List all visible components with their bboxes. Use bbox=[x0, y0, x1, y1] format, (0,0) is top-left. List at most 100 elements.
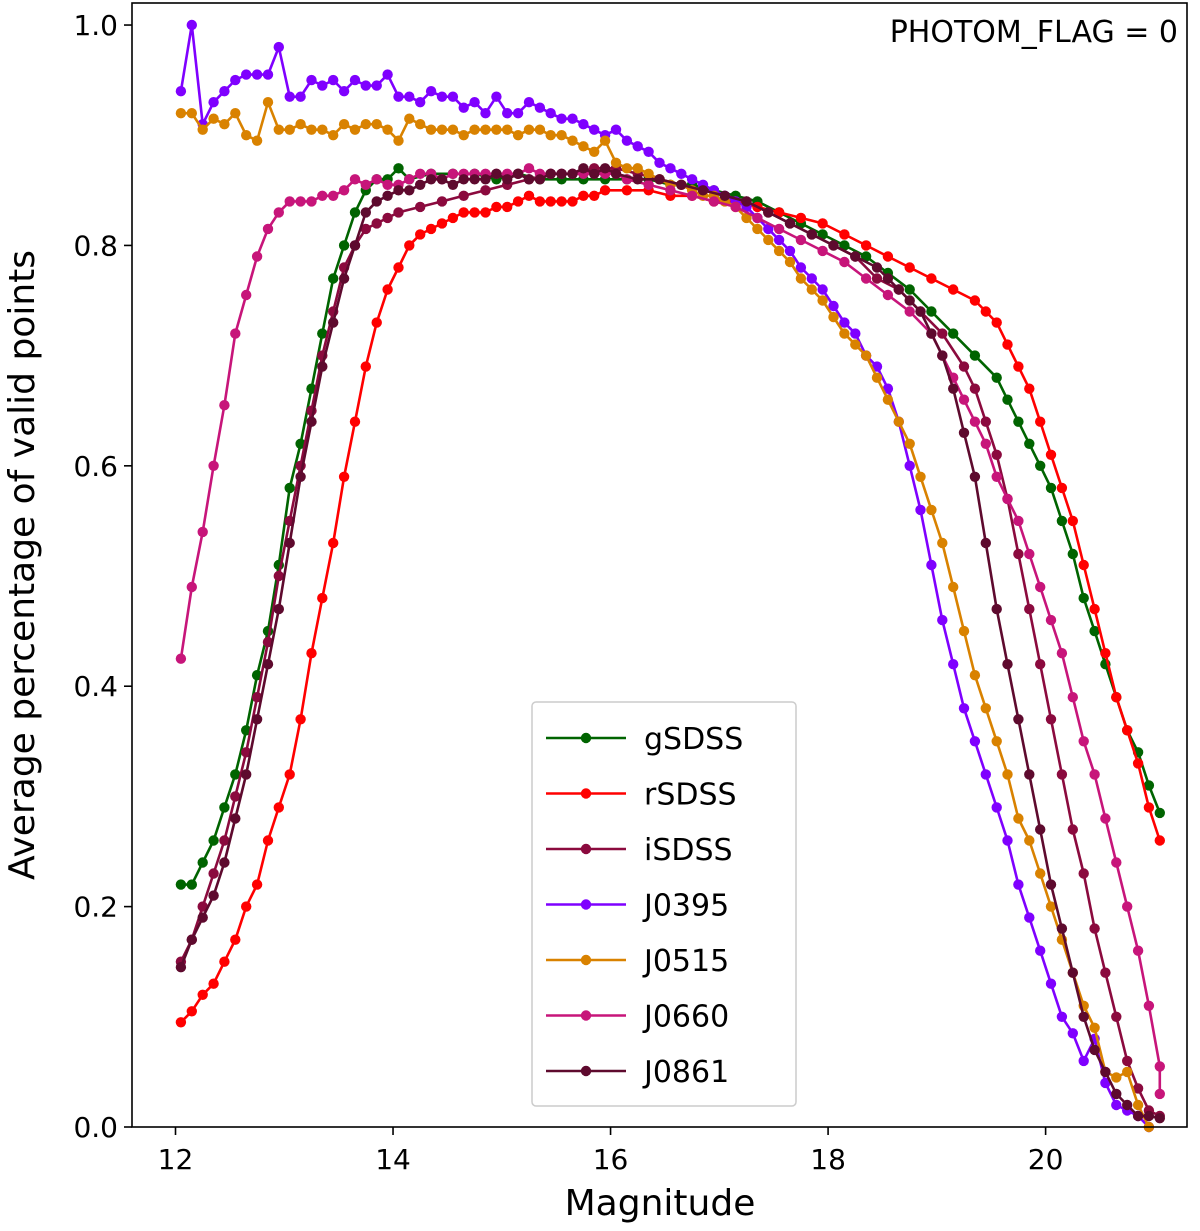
data-point-j0861 bbox=[447, 179, 459, 190]
data-point-isdss bbox=[480, 185, 491, 196]
data-point-j0395 bbox=[458, 102, 469, 113]
data-point-j0395 bbox=[425, 86, 437, 97]
data-point-j0660 bbox=[1002, 493, 1013, 505]
data-point-j0395 bbox=[360, 80, 371, 91]
data-point-j0515 bbox=[328, 130, 339, 141]
legend-marker bbox=[580, 1010, 592, 1021]
data-point-isdss bbox=[1045, 714, 1057, 725]
data-point-rsdss bbox=[926, 273, 937, 284]
data-point-j0515 bbox=[556, 130, 567, 141]
data-point-gsdss bbox=[317, 328, 328, 339]
data-point-j0861 bbox=[763, 207, 774, 218]
data-point-j0515 bbox=[806, 284, 817, 295]
data-point-j0861 bbox=[306, 416, 317, 427]
x-tick-label: 18 bbox=[810, 1143, 846, 1176]
data-point-j0660 bbox=[773, 223, 785, 235]
data-point-j0861 bbox=[784, 218, 796, 229]
data-point-rsdss bbox=[404, 240, 415, 251]
x-axis-label: Magnitude bbox=[565, 1183, 756, 1224]
data-point-j0861 bbox=[491, 168, 502, 179]
data-point-j0515 bbox=[349, 124, 361, 135]
y-tick-label: 0.8 bbox=[73, 229, 118, 262]
data-point-rsdss bbox=[1089, 603, 1100, 615]
data-point-rsdss bbox=[328, 537, 339, 549]
data-point-gsdss bbox=[991, 372, 1002, 383]
data-point-j0660 bbox=[306, 196, 317, 207]
data-point-j0395 bbox=[382, 69, 393, 80]
data-point-j0395 bbox=[219, 86, 230, 97]
data-point-j0660 bbox=[284, 196, 295, 207]
data-point-j0395 bbox=[839, 317, 850, 328]
data-point-gsdss bbox=[338, 240, 350, 251]
data-point-j0395 bbox=[991, 802, 1002, 813]
data-point-j0395 bbox=[969, 736, 981, 747]
data-point-j0515 bbox=[317, 124, 328, 135]
data-point-rsdss bbox=[1013, 361, 1024, 372]
data-point-j0395 bbox=[469, 97, 480, 108]
data-point-j0861 bbox=[338, 273, 350, 284]
data-point-rsdss bbox=[523, 190, 535, 201]
data-point-gsdss bbox=[948, 328, 959, 339]
data-point-j0395 bbox=[534, 102, 546, 113]
data-point-isdss bbox=[1067, 824, 1079, 835]
data-point-j0660 bbox=[904, 306, 915, 317]
data-point-j0515 bbox=[208, 113, 219, 124]
data-point-j0861 bbox=[251, 714, 263, 725]
data-point-j0515 bbox=[241, 130, 252, 141]
data-point-j0660 bbox=[360, 179, 371, 190]
data-point-j0515 bbox=[251, 135, 263, 146]
data-point-gsdss bbox=[1024, 438, 1035, 449]
data-point-j0660 bbox=[1013, 515, 1024, 527]
data-point-rsdss bbox=[338, 471, 350, 482]
series-j0861 bbox=[175, 163, 1166, 1124]
data-point-isdss bbox=[1111, 1011, 1122, 1022]
data-point-rsdss bbox=[208, 978, 219, 989]
data-point-j0861 bbox=[926, 328, 937, 339]
data-point-j0395 bbox=[654, 157, 665, 168]
data-point-j0861 bbox=[175, 962, 187, 973]
data-point-gsdss bbox=[328, 273, 339, 284]
data-point-rsdss bbox=[186, 1006, 197, 1017]
data-point-j0861 bbox=[1024, 769, 1035, 780]
data-point-gsdss bbox=[1045, 482, 1057, 494]
data-point-j0515 bbox=[915, 471, 926, 482]
data-point-isdss bbox=[991, 449, 1002, 460]
data-point-j0660 bbox=[839, 256, 850, 268]
data-point-j0660 bbox=[1143, 1000, 1155, 1011]
data-point-isdss bbox=[958, 361, 970, 372]
data-point-j0861 bbox=[349, 240, 361, 251]
data-point-j0861 bbox=[523, 174, 535, 185]
data-point-gsdss bbox=[926, 306, 937, 317]
data-point-j0515 bbox=[795, 273, 807, 284]
legend: gSDSS rSDSS iSDSS J0395 J0515 J0660 J0861 bbox=[531, 701, 797, 1107]
data-point-rsdss bbox=[447, 212, 459, 224]
data-point-rsdss bbox=[360, 361, 371, 372]
data-point-j0861 bbox=[436, 174, 448, 185]
data-point-j0395 bbox=[904, 460, 915, 471]
data-point-j0660 bbox=[262, 223, 274, 235]
data-point-j0515 bbox=[284, 124, 295, 135]
data-point-j0515 bbox=[871, 372, 883, 383]
data-point-rsdss bbox=[1002, 339, 1013, 350]
data-point-isdss bbox=[436, 196, 448, 207]
legend-item-gsdss: gSDSS bbox=[546, 722, 743, 757]
data-point-rsdss bbox=[1154, 835, 1166, 846]
data-point-j0515 bbox=[382, 124, 393, 135]
data-point-j0395 bbox=[556, 113, 567, 124]
data-point-j0395 bbox=[284, 91, 295, 102]
data-point-j0660 bbox=[1045, 614, 1057, 626]
data-point-j0395 bbox=[371, 80, 382, 91]
data-point-j0861 bbox=[469, 174, 480, 185]
data-point-isdss bbox=[871, 273, 883, 284]
data-point-isdss bbox=[1013, 548, 1024, 560]
data-point-j0861 bbox=[371, 196, 382, 207]
data-point-rsdss bbox=[491, 201, 502, 213]
data-point-j0861 bbox=[828, 240, 839, 251]
data-point-rsdss bbox=[589, 190, 600, 201]
data-point-j0861 bbox=[360, 207, 371, 218]
data-point-rsdss bbox=[860, 240, 872, 251]
data-point-j0395 bbox=[447, 91, 459, 102]
data-point-j0395 bbox=[480, 108, 491, 119]
data-point-j0515 bbox=[752, 223, 763, 235]
data-point-rsdss bbox=[882, 251, 894, 262]
